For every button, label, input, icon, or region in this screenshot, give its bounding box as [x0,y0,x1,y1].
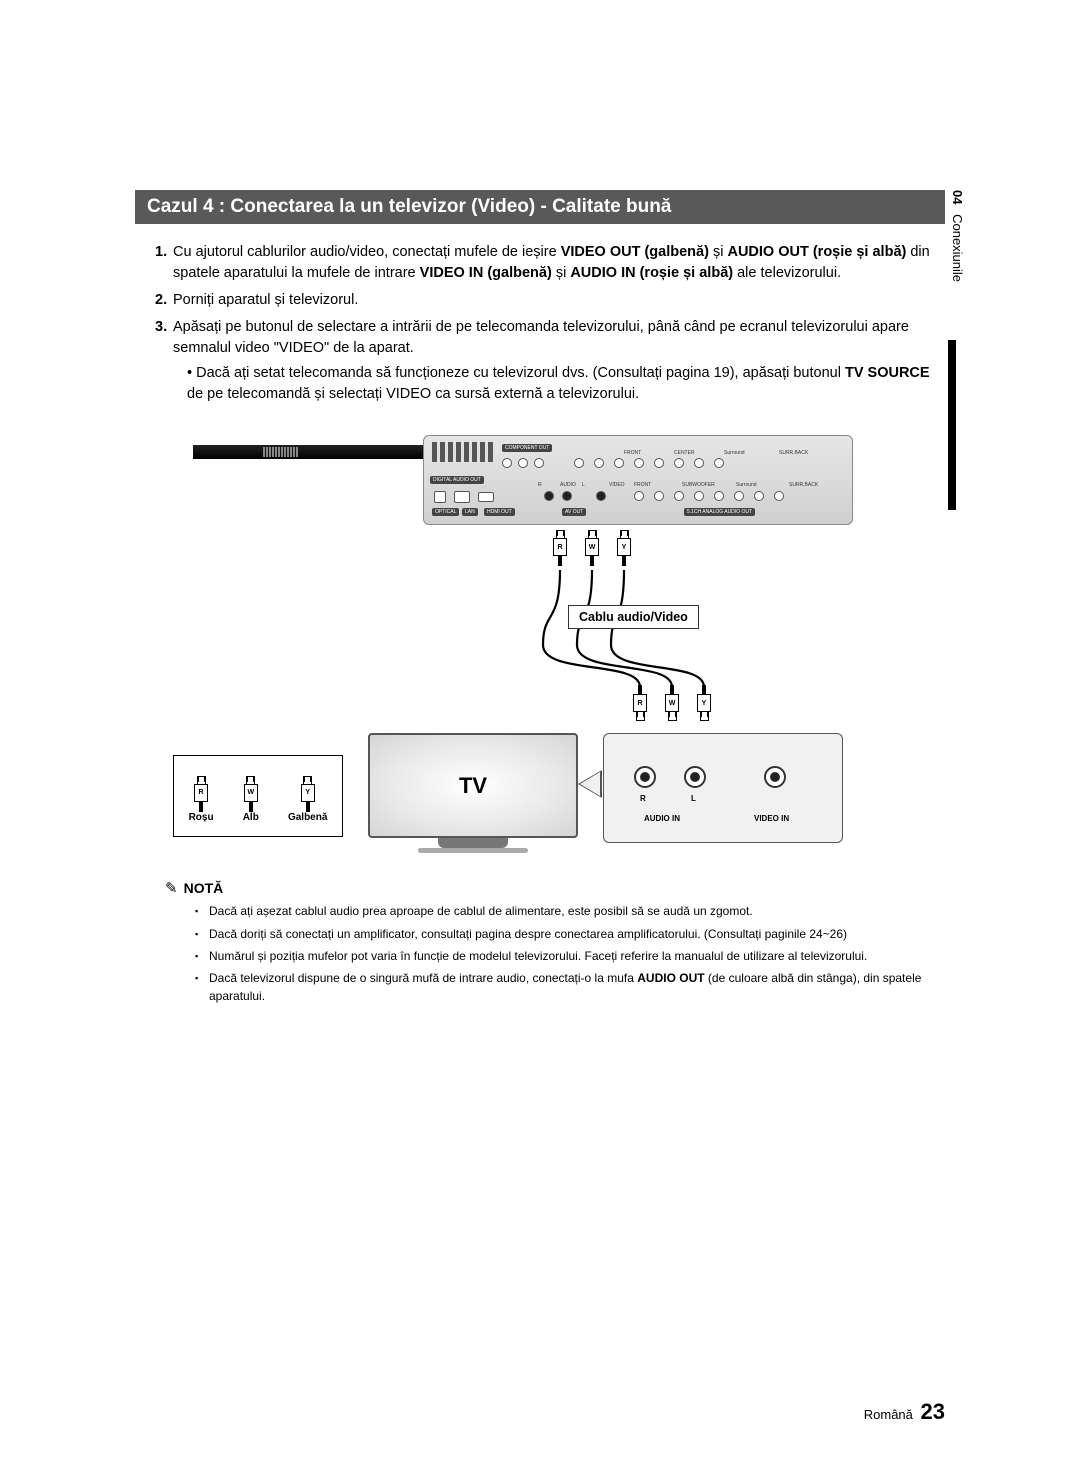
notes-list: Dacă ați așezat cablul audio prea aproap… [195,903,945,1005]
step-3: 3.Apăsați pe butonul de selectare a intr… [155,317,945,405]
key-red: R Roșu [189,776,214,823]
step-3-bullet: Dacă ați setat telecomanda să funcționez… [187,363,945,405]
instruction-list: 1. Cu ajutorul cablurilor audio/video, c… [155,242,945,405]
footer-lang: Română [864,1407,913,1422]
jack-audio-l [684,766,706,788]
color-key: R Roșu W Alb Y Galbenă [173,755,343,837]
note-2: Dacă doriți să conectați un amplificator… [195,926,945,943]
footer-page: 23 [921,1399,945,1424]
jack-video [764,766,786,788]
side-tab: 04 Conexiunile [950,190,965,282]
callout-arrow-icon [578,770,606,798]
tv-screen: TV [368,733,578,838]
label-video-in: VIDEO IN [754,814,789,823]
step-3-sublist: Dacă ați setat telecomanda să funcționez… [187,363,945,405]
step-1: 1. Cu ajutorul cablurilor audio/video, c… [155,242,945,284]
label-audio-in: AUDIO IN [644,814,680,823]
jack-audio-r [634,766,656,788]
chapter-number: 04 [950,190,965,204]
key-white: W Alb [243,776,259,823]
step-2: 2.Porniți aparatul și televizorul. [155,290,945,311]
side-marker [948,340,956,510]
tv-input-panel: R L AUDIO IN VIDEO IN [603,733,843,843]
chapter-label: Conexiunile [950,214,965,282]
connection-diagram: COMPONENT OUT FRONT CENTER Surround SURR… [173,425,893,865]
page-content: Cazul 4 : Conectarea la un televizor (Vi… [135,190,945,1010]
note-icon: ✎ [165,880,178,897]
note-3: Numărul și poziția mufelor pot varia în … [195,948,945,965]
section-title: Cazul 4 : Conectarea la un televizor (Vi… [135,190,945,224]
note-heading: ✎NOTĂ [165,879,945,897]
note-1: Dacă ați așezat cablul audio prea aproap… [195,903,945,920]
tv: TV [368,733,578,853]
label-in-L: L [691,794,696,803]
label-in-R: R [640,794,646,803]
cable-label: Cablu audio/Video [568,605,699,629]
note-4: Dacă televizorul dispune de o singură mu… [195,970,945,1005]
key-yellow: Y Galbenă [288,776,327,823]
page-footer: Română 23 [135,1399,945,1425]
